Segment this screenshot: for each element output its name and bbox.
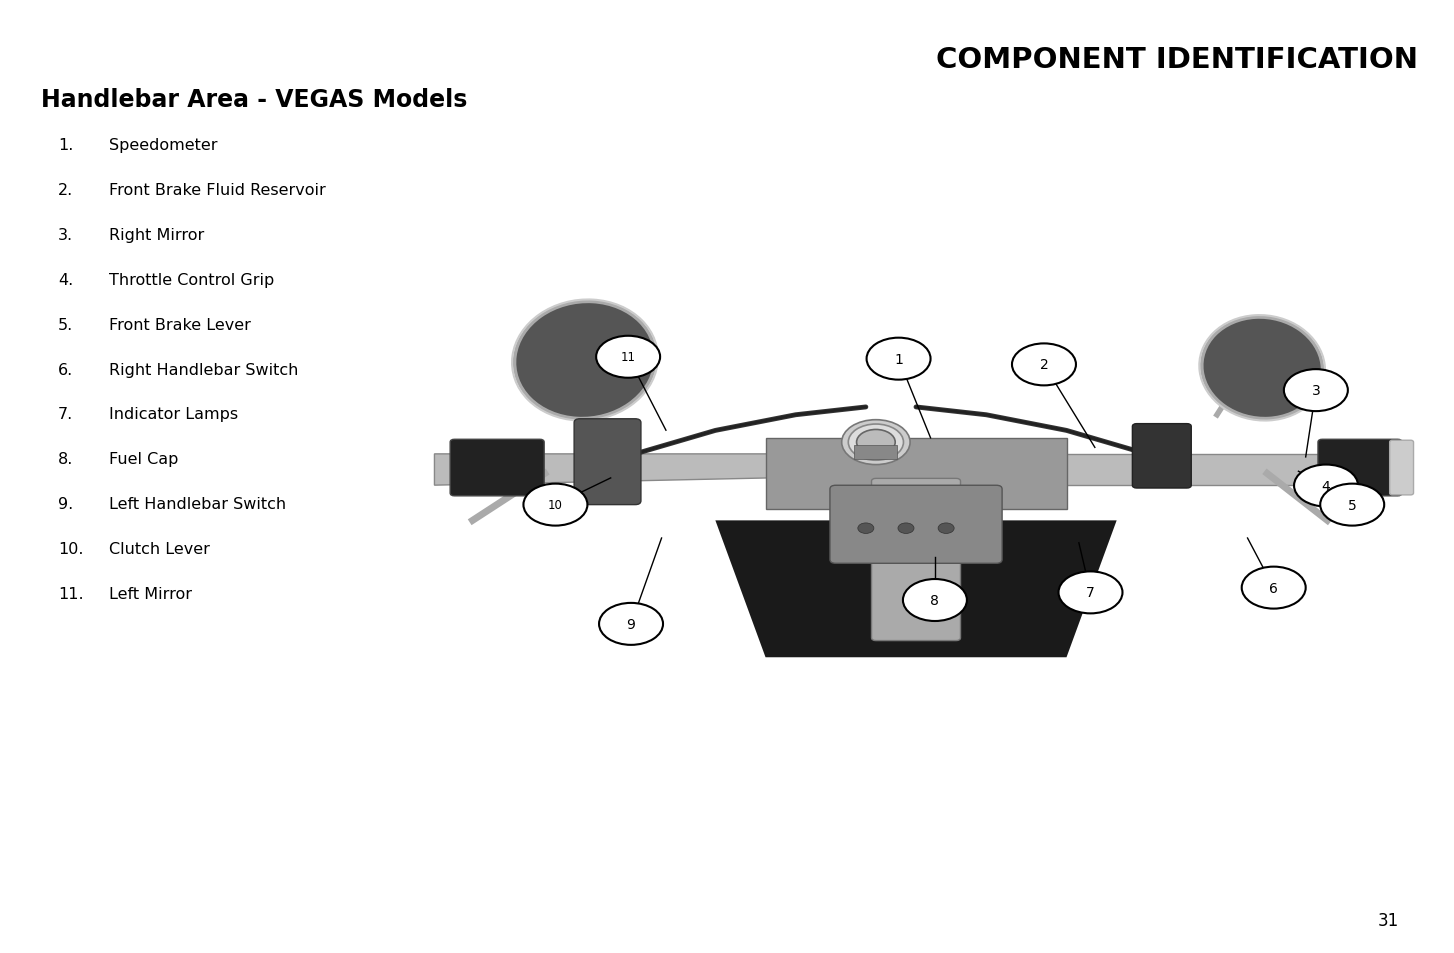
FancyBboxPatch shape	[830, 486, 1002, 564]
Polygon shape	[765, 438, 1066, 509]
Circle shape	[894, 560, 928, 582]
Text: Left Mirror: Left Mirror	[109, 586, 192, 601]
Circle shape	[903, 579, 967, 621]
Text: 5: 5	[1348, 498, 1357, 512]
Text: 8.: 8.	[58, 452, 74, 467]
Ellipse shape	[1202, 317, 1323, 419]
Text: 6.: 6.	[58, 362, 73, 377]
Text: Handlebar Area - VEGAS Models: Handlebar Area - VEGAS Models	[41, 88, 467, 112]
Circle shape	[596, 336, 660, 378]
Text: 6: 6	[1269, 581, 1278, 595]
Text: Right Handlebar Switch: Right Handlebar Switch	[109, 362, 298, 377]
Text: 9: 9	[627, 618, 635, 631]
Circle shape	[856, 430, 896, 456]
Text: Throttle Control Grip: Throttle Control Grip	[109, 273, 275, 288]
FancyBboxPatch shape	[574, 419, 641, 505]
Circle shape	[901, 565, 920, 578]
Circle shape	[1242, 567, 1306, 609]
Polygon shape	[435, 455, 795, 486]
Circle shape	[1284, 370, 1348, 412]
Text: Left Handlebar Switch: Left Handlebar Switch	[109, 497, 286, 512]
Circle shape	[848, 425, 903, 460]
Circle shape	[938, 523, 954, 534]
Circle shape	[1294, 465, 1358, 507]
Circle shape	[599, 603, 663, 645]
Text: 2.: 2.	[58, 183, 73, 198]
Text: Right Mirror: Right Mirror	[109, 228, 205, 243]
Text: Front Brake Lever: Front Brake Lever	[109, 317, 252, 333]
Text: 2: 2	[1040, 358, 1048, 372]
FancyBboxPatch shape	[855, 446, 897, 459]
Polygon shape	[1037, 455, 1397, 486]
Text: 11.: 11.	[58, 586, 84, 601]
Text: 7.: 7.	[58, 407, 73, 422]
Text: Indicator Lamps: Indicator Lamps	[109, 407, 238, 422]
Text: 4.: 4.	[58, 273, 73, 288]
Text: Clutch Lever: Clutch Lever	[109, 541, 209, 557]
Polygon shape	[715, 520, 1117, 658]
Ellipse shape	[515, 302, 656, 419]
Circle shape	[899, 523, 915, 534]
Text: Speedometer: Speedometer	[109, 138, 218, 153]
Circle shape	[1059, 572, 1122, 614]
Circle shape	[867, 338, 931, 380]
FancyBboxPatch shape	[1317, 440, 1402, 497]
Text: Fuel Cap: Fuel Cap	[109, 452, 179, 467]
Text: 1.: 1.	[58, 138, 74, 153]
Circle shape	[888, 557, 933, 587]
Text: COMPONENT IDENTIFICATION: COMPONENT IDENTIFICATION	[936, 46, 1418, 73]
Circle shape	[1320, 484, 1384, 526]
Text: 4: 4	[1322, 479, 1330, 493]
Text: 31: 31	[1377, 911, 1399, 929]
Text: 10: 10	[548, 498, 563, 512]
Text: Front Brake Fluid Reservoir: Front Brake Fluid Reservoir	[109, 183, 326, 198]
FancyBboxPatch shape	[414, 267, 1418, 658]
Text: 3: 3	[1312, 384, 1320, 397]
Text: 9.: 9.	[58, 497, 73, 512]
Circle shape	[523, 484, 587, 526]
Text: 7: 7	[1086, 586, 1095, 599]
Circle shape	[842, 420, 910, 465]
Text: 8: 8	[931, 594, 939, 607]
Text: 5.: 5.	[58, 317, 73, 333]
Text: 3.: 3.	[58, 228, 73, 243]
FancyBboxPatch shape	[1390, 441, 1413, 496]
Text: 1: 1	[894, 353, 903, 366]
Circle shape	[858, 523, 874, 534]
Text: 10.: 10.	[58, 541, 84, 557]
FancyBboxPatch shape	[1133, 424, 1191, 489]
FancyBboxPatch shape	[871, 478, 961, 640]
Text: 11: 11	[621, 351, 635, 364]
Circle shape	[1012, 344, 1076, 386]
FancyBboxPatch shape	[451, 440, 544, 497]
